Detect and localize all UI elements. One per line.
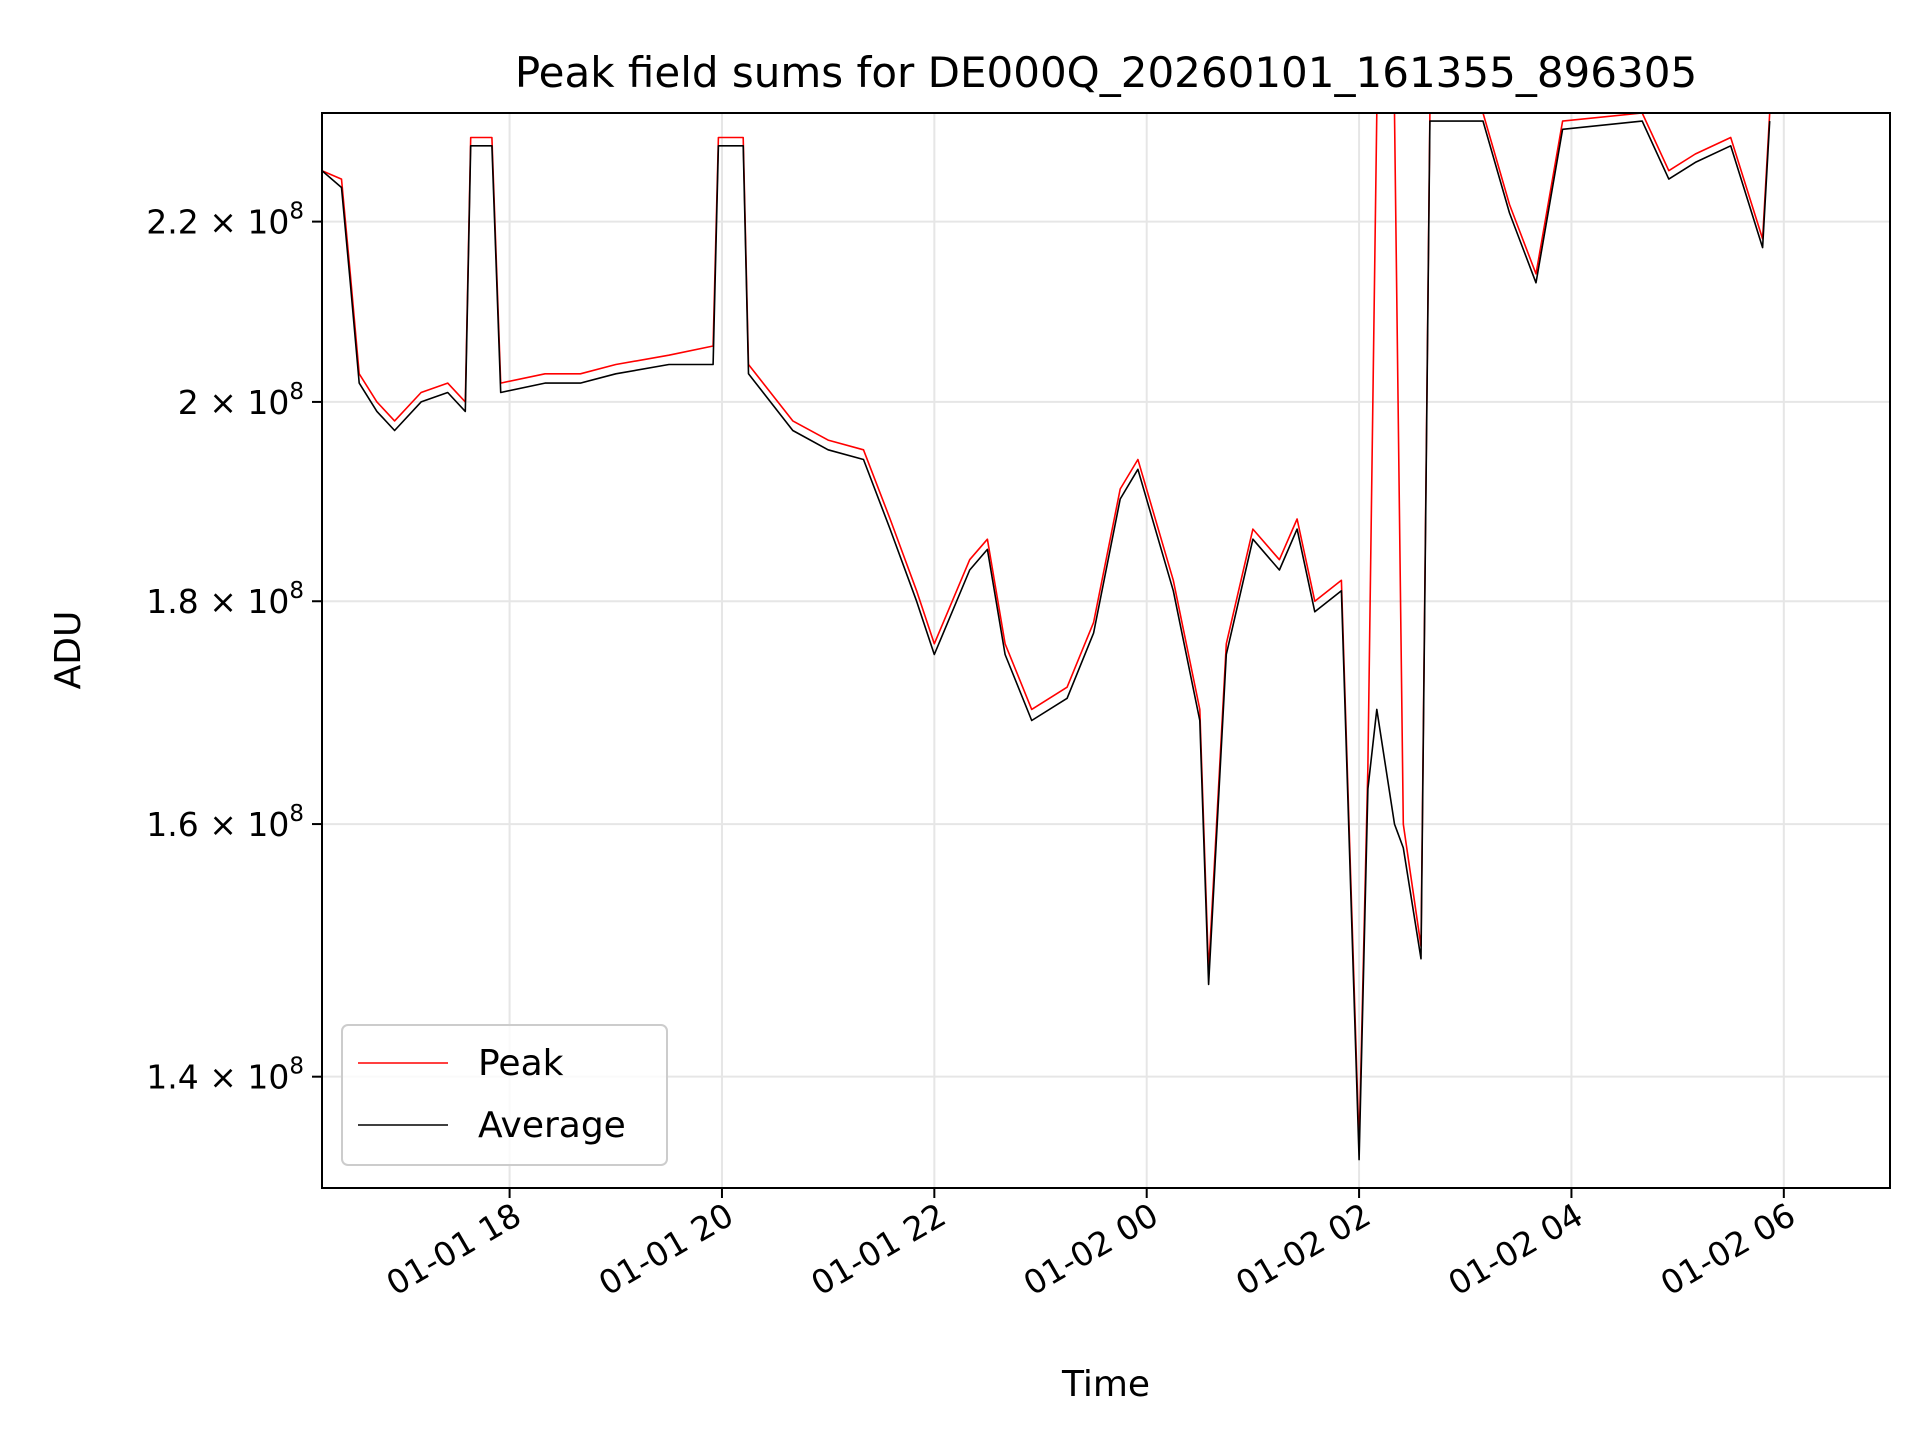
grid [322, 113, 1890, 1188]
legend: Peak Average [341, 1024, 668, 1166]
y-tick-exponent: 8 [289, 379, 304, 405]
y-tick-mantissa: 2 × 10 [178, 383, 290, 422]
y-axis-label: ADU [48, 611, 89, 690]
y-tick-mantissa: 1.6 × 10 [146, 805, 289, 844]
legend-label-average: Average [478, 1105, 626, 1146]
x-axis-label: Time [1061, 1364, 1150, 1405]
x-tick-label: 01-01 20 [592, 1195, 740, 1303]
series-layer [322, 113, 1771, 1161]
y-tick-mantissa: 2.2 × 10 [146, 203, 289, 242]
x-tick-label: 01-02 06 [1654, 1195, 1802, 1303]
x-tick-label: 01-02 04 [1441, 1195, 1589, 1303]
y-tick-exponent: 8 [289, 1054, 304, 1080]
legend-box [341, 1024, 668, 1166]
series-line-average [322, 120, 1771, 1161]
x-axis: 01-01 18 01-01 20 01-01 22 01-02 00 01-02 02… [380, 1188, 1802, 1303]
y-tick-mantissa: 1.8 × 10 [146, 582, 289, 621]
plot-frame [321, 112, 1891, 1189]
y-tick-exponent: 8 [289, 801, 304, 827]
y-tick-mantissa: 1.4 × 10 [146, 1058, 289, 1097]
x-tick-label: 01-01 22 [804, 1195, 952, 1303]
y-tick-label: 1.4 × 108 [146, 1054, 304, 1097]
y-tick-exponent: 8 [289, 199, 304, 225]
x-tick-label: 01-02 00 [1017, 1195, 1165, 1303]
series-line-peak [322, 113, 1771, 1147]
x-tick-label: 01-01 18 [380, 1195, 528, 1303]
chart-title: Peak field sums for DE000Q_20260101_1613… [515, 48, 1697, 97]
y-tick-exponent: 8 [289, 578, 304, 604]
legend-label-peak: Peak [478, 1043, 564, 1084]
x-tick-label: 01-02 02 [1229, 1195, 1377, 1303]
y-tick-label: 1.6 × 108 [146, 801, 304, 844]
y-tick-label: 2 × 108 [178, 379, 304, 422]
y-tick-label: 1.8 × 108 [146, 578, 304, 621]
y-tick-label: 2.2 × 108 [146, 199, 304, 242]
